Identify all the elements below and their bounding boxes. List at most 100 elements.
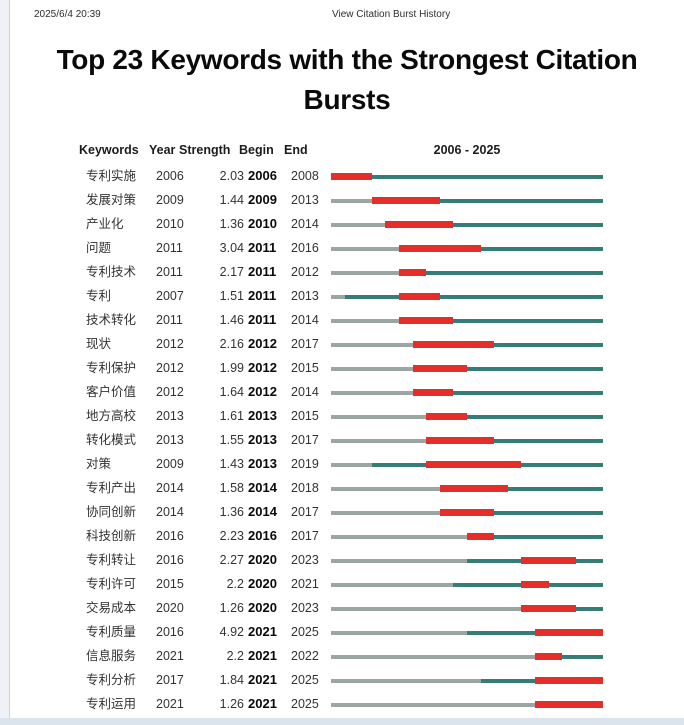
- strength-cell: 1.64: [219, 385, 244, 399]
- end-cell: 2017: [291, 337, 319, 351]
- begin-cell: 2012: [248, 336, 277, 351]
- pre-appearance-segment: [331, 535, 467, 539]
- strength-cell: 3.04: [219, 241, 244, 255]
- table-row: 产业化 2010 1.36 2010 2014: [10, 212, 684, 236]
- keyword-cell: 专利运用: [86, 697, 137, 711]
- end-cell: 2008: [291, 169, 319, 183]
- timeline-bar: [331, 308, 603, 332]
- strength-cell: 2.23: [219, 529, 244, 543]
- pre-appearance-segment: [331, 463, 372, 467]
- print-page: 2025/6/4 20:39 View Citation Burst Histo…: [9, 0, 684, 718]
- table-row: 专利产出 2014 1.58 2014 2018: [10, 476, 684, 500]
- keyword-cell: 专利许可: [86, 577, 137, 591]
- keyword-cell: 产业化: [86, 217, 124, 231]
- end-cell: 2018: [291, 481, 319, 495]
- keyword-cell: 专利质量: [86, 625, 137, 639]
- strength-cell: 2.2: [226, 577, 244, 591]
- burst-period-segment: [426, 413, 467, 420]
- end-cell: 2019: [291, 457, 319, 471]
- keyword-cell: 现状: [86, 337, 112, 351]
- timeline-bar: [331, 236, 603, 260]
- burst-period-segment: [535, 653, 563, 660]
- active-period-segment: [371, 199, 603, 203]
- keyword-cell: 对策: [86, 457, 112, 471]
- burst-period-segment: [371, 197, 440, 204]
- year-cell: 2014: [156, 481, 184, 495]
- active-period-segment: [535, 655, 603, 659]
- year-cell: 2014: [156, 505, 184, 519]
- burst-period-segment: [521, 557, 576, 564]
- timeline-bar: [331, 692, 603, 716]
- keyword-cell: 客户价值: [86, 385, 137, 399]
- timeline-bar: [331, 668, 603, 692]
- end-cell: 2017: [291, 529, 319, 543]
- burst-period-segment: [439, 509, 495, 516]
- table-row: 客户价值 2012 1.64 2012 2014: [10, 380, 684, 404]
- year-cell: 2021: [156, 697, 184, 711]
- burst-period-segment: [399, 245, 481, 252]
- year-cell: 2016: [156, 529, 184, 543]
- year-cell: 2017: [156, 673, 184, 687]
- end-cell: 2014: [291, 217, 319, 231]
- year-cell: 2021: [156, 649, 184, 663]
- keyword-cell: 专利实施: [86, 169, 137, 183]
- table-row: 现状 2012 2.16 2012 2017: [10, 332, 684, 356]
- year-cell: 2011: [156, 313, 183, 327]
- active-period-segment: [399, 271, 603, 275]
- timeline-bar: [331, 452, 603, 476]
- table-row: 地方高校 2013 1.61 2013 2015: [10, 404, 684, 428]
- pre-appearance-segment: [331, 343, 413, 347]
- strength-cell: 2.03: [219, 169, 244, 183]
- active-period-segment: [412, 343, 603, 347]
- active-period-segment: [467, 535, 603, 539]
- pre-appearance-segment: [331, 319, 399, 323]
- strength-cell: 1.51: [219, 289, 244, 303]
- pre-appearance-segment: [331, 391, 413, 395]
- table-row: 专利转让 2016 2.27 2020 2023: [10, 548, 684, 572]
- year-cell: 2011: [156, 265, 183, 279]
- active-period-segment: [399, 319, 603, 323]
- end-cell: 2013: [291, 193, 319, 207]
- keyword-cell: 发展对策: [86, 193, 137, 207]
- pre-appearance-segment: [331, 223, 386, 227]
- table-row: 转化模式 2013 1.55 2013 2017: [10, 428, 684, 452]
- keyword-cell: 专利保护: [86, 361, 137, 375]
- strength-cell: 1.61: [219, 409, 244, 423]
- begin-cell: 2020: [248, 576, 277, 591]
- pre-appearance-segment: [331, 631, 467, 635]
- begin-cell: 2014: [248, 480, 277, 495]
- burst-period-segment: [399, 269, 427, 276]
- pre-appearance-segment: [331, 367, 413, 371]
- begin-cell: 2013: [248, 456, 277, 471]
- year-cell: 2013: [156, 433, 184, 447]
- year-cell: 2020: [156, 601, 184, 615]
- begin-cell: 2013: [248, 408, 277, 423]
- burst-period-segment: [412, 389, 454, 396]
- burst-period-segment: [412, 365, 467, 372]
- pre-appearance-segment: [331, 415, 427, 419]
- end-cell: 2012: [291, 265, 319, 279]
- year-cell: 2009: [156, 457, 184, 471]
- keyword-cell: 交易成本: [86, 601, 137, 615]
- active-period-segment: [385, 223, 603, 227]
- keyword-cell: 专利: [86, 289, 112, 303]
- strength-cell: 1.36: [219, 217, 244, 231]
- begin-cell: 2011: [248, 264, 277, 279]
- timeline-bar: [331, 572, 603, 596]
- table-row: 对策 2009 1.43 2013 2019: [10, 452, 684, 476]
- strength-cell: 1.36: [219, 505, 244, 519]
- table-row: 交易成本 2020 1.26 2020 2023: [10, 596, 684, 620]
- end-cell: 2017: [291, 505, 319, 519]
- end-cell: 2015: [291, 409, 319, 423]
- strength-cell: 1.44: [219, 193, 244, 207]
- end-cell: 2022: [291, 649, 319, 663]
- keyword-cell: 信息服务: [86, 649, 137, 663]
- timeline-bar: [331, 548, 603, 572]
- begin-cell: 2020: [248, 552, 277, 567]
- year-cell: 2012: [156, 385, 184, 399]
- strength-cell: 1.43: [219, 457, 244, 471]
- year-cell: 2013: [156, 409, 184, 423]
- begin-cell: 2016: [248, 528, 277, 543]
- timeline-bar: [331, 524, 603, 548]
- keyword-cell: 地方高校: [86, 409, 137, 423]
